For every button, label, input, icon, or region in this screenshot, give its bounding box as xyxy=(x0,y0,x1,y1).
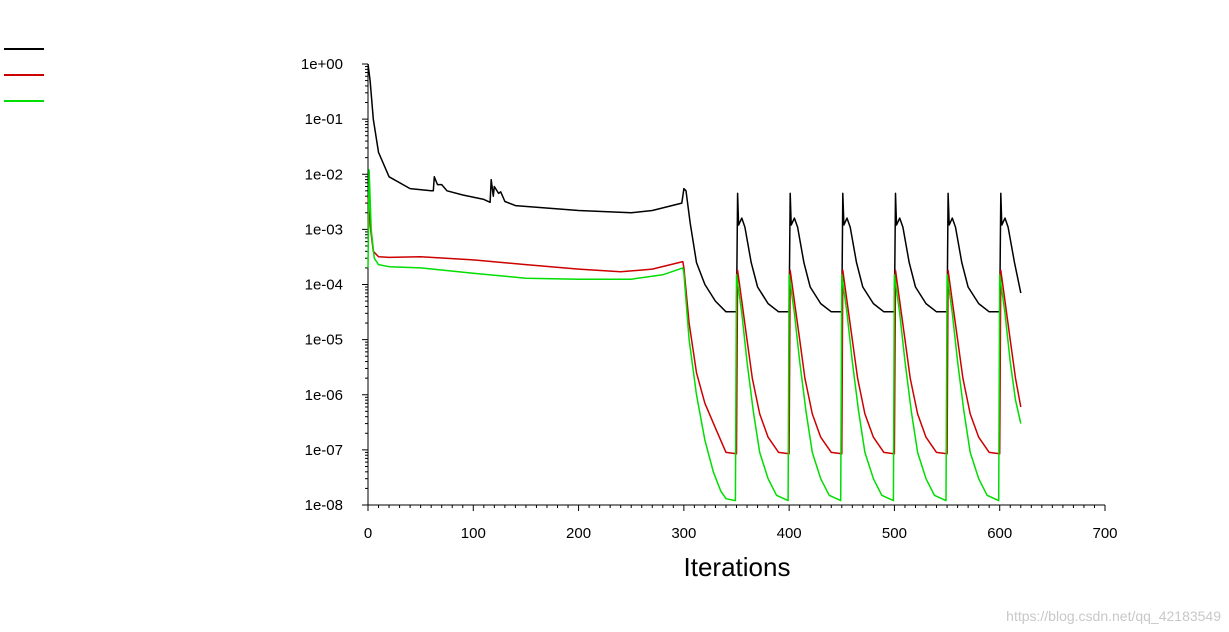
legend-swatch-green xyxy=(4,100,44,102)
series-line-1 xyxy=(367,63,1022,313)
x-tick-label: 200 xyxy=(566,525,591,542)
y-tick-label: 1e-08 xyxy=(305,497,343,514)
series-line-2 xyxy=(367,196,1022,455)
y-tick-label: 1e+00 xyxy=(301,56,343,73)
x-tick-label: 0 xyxy=(364,525,372,542)
x-tick-label: 700 xyxy=(1092,525,1117,542)
legend-item xyxy=(4,36,50,62)
series-line-3 xyxy=(367,169,1022,502)
watermark: https://blog.csdn.net/qq_42183549 xyxy=(1006,608,1221,624)
series-layer xyxy=(367,63,1022,502)
y-tick-label: 1e-05 xyxy=(305,332,343,349)
legend-item xyxy=(4,62,50,88)
y-tick-label: 1e-02 xyxy=(305,166,343,183)
plot-axes: 1e-08 1e-07 1e-06 1e-05 1e-04 1e-03 1e-02 1e-01… xyxy=(301,56,1118,542)
y-tick-label: 1e-03 xyxy=(305,221,343,238)
x-tick-label: 300 xyxy=(671,525,696,542)
x-tick-label: 500 xyxy=(882,525,907,542)
y-tick-label: 1e-07 xyxy=(305,442,343,459)
y-tick-label: 1e-04 xyxy=(305,277,343,294)
legend xyxy=(4,36,50,114)
y-tick-label: 1e-06 xyxy=(305,387,343,404)
x-tick-label: 400 xyxy=(777,525,802,542)
legend-swatch-black xyxy=(4,48,44,50)
legend-item xyxy=(4,88,50,114)
x-tick-label: 100 xyxy=(461,525,486,542)
x-axis-title: Iterations xyxy=(684,552,791,582)
x-tick-label: 600 xyxy=(987,525,1012,542)
legend-swatch-red xyxy=(4,74,44,76)
y-tick-label: 1e-01 xyxy=(305,111,343,128)
